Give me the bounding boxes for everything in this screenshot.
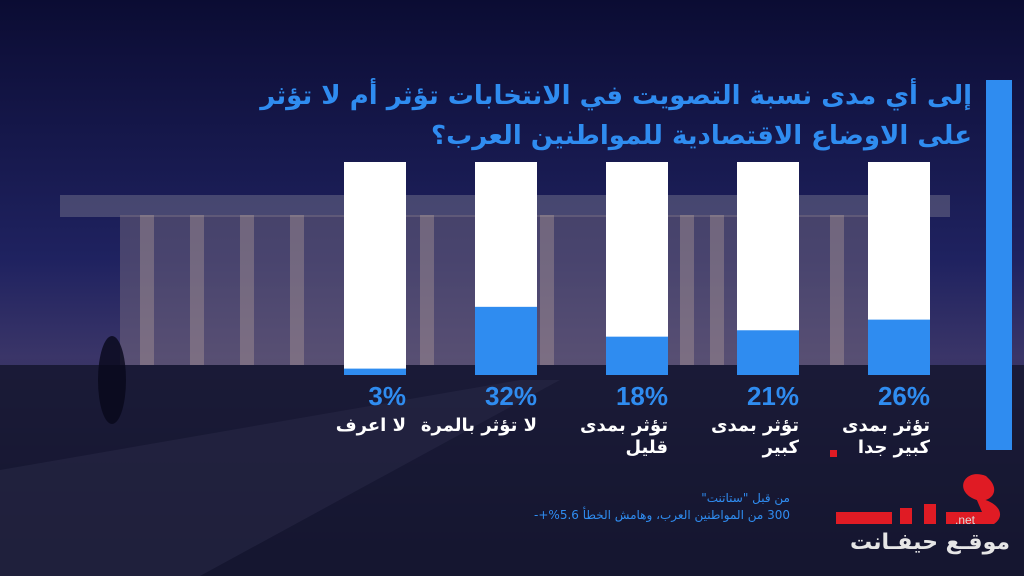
- category-label: لا تؤثر بالمرة: [420, 415, 537, 436]
- source-line-1: من قبل "ستاتنت": [701, 491, 790, 505]
- value-label: 3%: [368, 381, 406, 411]
- category-label: تؤثر بمدى كبير: [711, 415, 799, 458]
- bar: [868, 319, 930, 375]
- logo-site-name: موقـع حيفـانت: [849, 530, 1010, 555]
- value-label: 18%: [616, 381, 668, 411]
- value-label: 32%: [485, 381, 537, 411]
- bar: [344, 368, 406, 375]
- bar: [737, 330, 799, 375]
- bar: [475, 306, 537, 375]
- category-label: تؤثر بمدى كبير جدا: [842, 415, 930, 458]
- value-label: 21%: [747, 381, 799, 411]
- value-label: 26%: [878, 381, 930, 411]
- bar: [606, 336, 668, 375]
- accent-bar: [986, 80, 1012, 450]
- category-label: لا اعرف: [335, 415, 406, 436]
- source-line-2: 300 من المواطنين العرب، وهامش الخطأ 5.6%…: [534, 508, 790, 522]
- bar-chart: 26% 21% 18% 32% 3%: [344, 162, 930, 411]
- chart-title: إلى أي مدى نسبة التصويت في الانتخابات تؤ…: [260, 81, 972, 151]
- source-note: من قبل "ستاتنت" 300 من المواطنين العرب، …: [470, 490, 790, 524]
- category-label: تؤثر بمدى قليل: [580, 415, 668, 458]
- logo-net-text: .net: [955, 513, 976, 527]
- haifa-net-logo: [830, 450, 1001, 524]
- bar-background: [344, 162, 406, 375]
